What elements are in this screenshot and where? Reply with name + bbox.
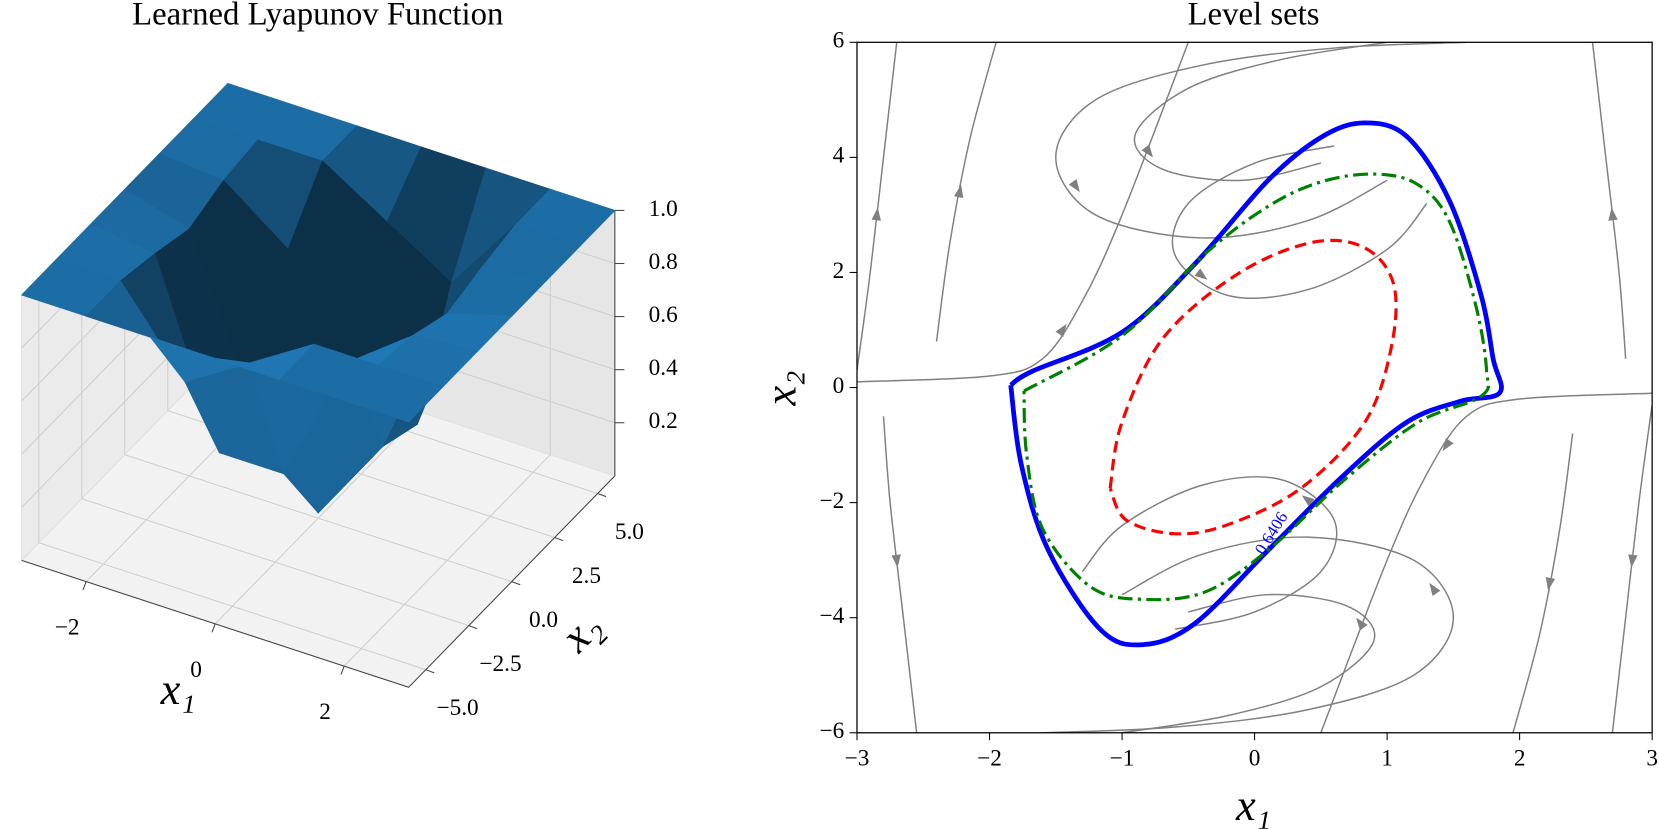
stream-arrow <box>1429 582 1441 596</box>
stream-arrow <box>1055 323 1067 338</box>
y-tick-label: 0.0 <box>529 607 558 633</box>
y-tick-label: 2.5 <box>572 563 601 589</box>
stream-arrow <box>954 184 964 198</box>
streamline <box>882 416 918 733</box>
stream-arrow <box>1545 577 1556 591</box>
streamline <box>935 42 997 342</box>
streamline <box>1320 392 1653 733</box>
y-tick-label: −2.5 <box>479 651 521 677</box>
stream-arrow <box>1194 268 1208 280</box>
x-tick-label: 3 <box>1646 746 1658 772</box>
grid-line <box>81 498 469 627</box>
stream-arrow <box>1628 554 1638 568</box>
x-tick-label: 0 <box>190 657 202 683</box>
streamline <box>1042 536 1455 733</box>
z-tick-label: 0.8 <box>649 249 678 275</box>
x-axis-label: x₁ <box>160 664 196 714</box>
x-axis-label: x₁ <box>1235 780 1271 829</box>
surface-patch <box>343 365 444 423</box>
y-tick-label: −2 <box>820 488 845 514</box>
y-axis-label: x₂ <box>550 601 611 662</box>
streamline <box>1171 145 1428 299</box>
stream-arrow <box>1442 438 1454 452</box>
y-tick-label: −4 <box>820 603 845 629</box>
y-tick <box>511 581 521 586</box>
chart-title: Learned Lyapunov Function <box>132 0 503 32</box>
stream-arrow <box>1068 179 1080 193</box>
y-tick <box>554 537 564 542</box>
level-set <box>1022 172 1491 602</box>
x-tick <box>211 623 216 633</box>
y-tick-label: −6 <box>820 718 845 744</box>
z-tick-label: 0.6 <box>649 302 678 328</box>
stream-arrow <box>1141 144 1154 158</box>
x-tick-label: −3 <box>845 746 870 772</box>
plot-frame <box>856 41 1653 734</box>
y-tick-label: 2 <box>833 258 845 284</box>
axis-line <box>21 475 616 688</box>
y-tick <box>468 625 478 630</box>
streamline <box>1591 42 1627 359</box>
streamline <box>1611 404 1653 733</box>
y-tick <box>597 492 607 498</box>
x-tick <box>340 665 345 675</box>
y-tick <box>425 669 435 674</box>
streamline <box>1512 433 1574 733</box>
x-tick-label: 0 <box>1249 746 1261 772</box>
x-tick-label: 2 <box>319 699 331 725</box>
x-tick-label: 2 <box>1514 746 1526 772</box>
z-tick-label: 1.0 <box>649 196 678 222</box>
y-tick-label: 5.0 <box>615 519 644 545</box>
level-set <box>1008 120 1504 648</box>
y-tick-label: 0 <box>833 373 845 399</box>
plot-area <box>856 42 1653 733</box>
x-tick-label: −2 <box>977 746 1002 772</box>
chart-title: Level sets <box>1188 0 1320 32</box>
streamline <box>1121 593 1376 733</box>
y-tick-label: −5.0 <box>436 695 478 721</box>
x-tick-label: −2 <box>55 614 80 640</box>
streamline <box>1055 42 1467 239</box>
stream-arrow <box>891 554 901 568</box>
streamline <box>856 42 898 371</box>
y-tick-label: 6 <box>833 28 845 54</box>
level-set <box>1108 238 1398 536</box>
stream-arrow <box>1608 207 1618 221</box>
z-tick-label: 0.2 <box>649 408 678 434</box>
y-axis-label: x₂ <box>755 370 805 406</box>
stream-arrow <box>871 207 881 221</box>
y-tick-label: 4 <box>833 143 845 169</box>
grid-line <box>124 454 512 583</box>
x-tick-label: −1 <box>1110 746 1135 772</box>
grid-line <box>38 542 427 671</box>
x-tick <box>82 581 87 591</box>
streamline <box>856 42 1189 383</box>
stream-arrow <box>1356 617 1368 631</box>
streamline <box>1133 42 1388 182</box>
stream-arrow <box>1301 495 1315 507</box>
x-tick-label: 1 <box>1381 746 1393 772</box>
z-tick-label: 0.4 <box>649 355 678 381</box>
streamline <box>1081 476 1338 630</box>
